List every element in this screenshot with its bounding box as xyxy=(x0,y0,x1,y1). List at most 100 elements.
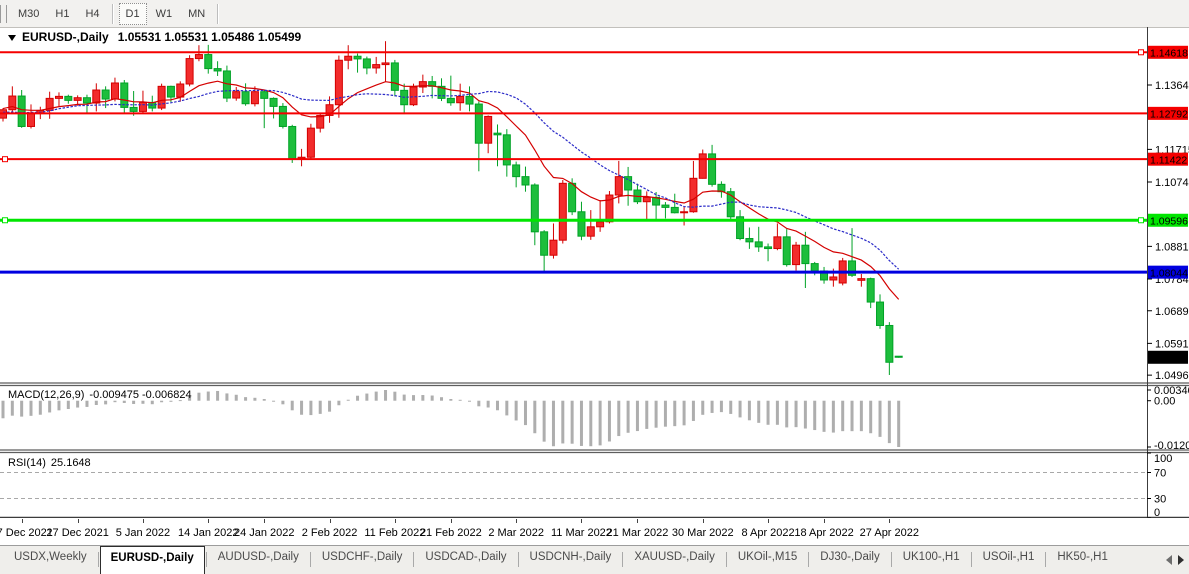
toolbar-grip[interactable] xyxy=(0,4,7,23)
chart-dropdown-icon[interactable] xyxy=(8,34,16,41)
tab-hk50-h1[interactable]: HK50-,H1 xyxy=(1057,551,1108,563)
date-tick xyxy=(637,519,639,523)
rsi-line xyxy=(3,478,899,503)
timeframe-button-mn[interactable]: MN xyxy=(181,3,212,25)
svg-text:1.08815: 1.08815 xyxy=(1155,241,1189,253)
horizontal-lines[interactable] xyxy=(0,49,1147,274)
date-tick xyxy=(768,519,770,523)
tab-usdcnh-daily[interactable]: USDCNH-,Daily xyxy=(529,551,612,563)
svg-text:1.08044: 1.08044 xyxy=(1150,267,1188,279)
date-tick xyxy=(581,519,583,523)
tab-eurusd-daily[interactable]: EURUSD-,Daily xyxy=(99,546,205,574)
date-label: 14 Jan 2022 xyxy=(177,527,239,539)
tab-scroll-left-icon[interactable] xyxy=(1166,555,1172,565)
date-label: 18 Apr 2022 xyxy=(794,527,854,539)
toolbar-separator xyxy=(111,3,114,24)
svg-text:1.05499: 1.05499 xyxy=(1150,352,1188,364)
timeframe-button-h1[interactable]: H1 xyxy=(48,3,76,25)
tab-usoil-h1[interactable]: USOil-,H1 xyxy=(982,551,1035,563)
svg-text:-0.012058: -0.012058 xyxy=(1154,440,1189,452)
date-tick xyxy=(142,519,144,523)
macd-signal-line xyxy=(3,396,899,440)
tab-separator xyxy=(413,552,415,567)
timeframe-toolbar: M30 H1 H4 D1 W1 MN xyxy=(0,0,1189,28)
chart-canvas[interactable]: 1.136401.117151.107401.088151.078401.068… xyxy=(0,27,1189,518)
tab-separator xyxy=(309,552,311,567)
svg-text:0.003408: 0.003408 xyxy=(1154,385,1189,397)
tab-dj30-daily[interactable]: DJ30-,Daily xyxy=(820,551,880,563)
tab-separator xyxy=(622,552,624,567)
date-tick xyxy=(516,519,518,523)
tab-scroll-arrows xyxy=(1166,555,1184,565)
rsi-value: 25.1648 xyxy=(50,457,91,469)
date-label: 24 Jan 2022 xyxy=(233,527,295,539)
date-tick xyxy=(889,519,891,523)
svg-text:1.04965: 1.04965 xyxy=(1155,370,1189,382)
timeframe-button-m30[interactable]: M30 xyxy=(11,3,46,25)
tab-separator xyxy=(517,552,519,567)
tab-ukoil-m15[interactable]: UKOil-,M15 xyxy=(737,551,798,563)
timeframe-button-d1[interactable]: D1 xyxy=(118,2,147,25)
date-label: 11 Mar 2022 xyxy=(550,527,612,539)
chart-tab-strip: USDX,Weekly EURUSD-,Daily AUDUSD-,Daily USD… xyxy=(0,545,1189,574)
candlestick-series xyxy=(0,41,903,503)
date-label: 27 Dec 2021 xyxy=(46,527,109,539)
macd-pane xyxy=(1,390,901,447)
macd-indicator-label: MACD(12,26,9) -0.009475 -0.006824 xyxy=(8,389,192,401)
ma-slow-line xyxy=(2,89,900,270)
date-tick xyxy=(329,519,331,523)
tab-uk100-h1[interactable]: UK100-,H1 xyxy=(902,551,960,563)
tab-usdcad-daily[interactable]: USDCAD-,Daily xyxy=(425,551,507,563)
date-label: 8 Apr 2022 xyxy=(741,527,795,539)
svg-text:1.10740: 1.10740 xyxy=(1155,177,1189,189)
date-label: 2 Mar 2022 xyxy=(488,527,544,539)
svg-text:1.06890: 1.06890 xyxy=(1155,306,1189,318)
svg-text:100: 100 xyxy=(1154,453,1172,465)
tab-separator xyxy=(1045,552,1047,567)
macd-values: -0.009475 -0.006824 xyxy=(89,389,192,401)
tab-usdchf-daily[interactable]: USDCHF-,Daily xyxy=(321,551,403,563)
svg-text:0.00: 0.00 xyxy=(1154,396,1175,408)
timeframe-button-h4[interactable]: H4 xyxy=(78,3,106,25)
date-tick xyxy=(77,519,79,523)
date-label: 17 Dec 2021 xyxy=(0,527,53,539)
svg-text:30: 30 xyxy=(1154,494,1166,506)
tab-separator xyxy=(970,552,972,567)
tab-scroll-right-icon[interactable] xyxy=(1178,555,1184,565)
svg-text:1.14618: 1.14618 xyxy=(1150,47,1188,59)
tab-separator xyxy=(205,552,207,567)
svg-text:1.13640: 1.13640 xyxy=(1155,80,1189,92)
date-tick xyxy=(394,519,396,523)
chart-symbol-period: EURUSD-,Daily xyxy=(22,30,109,44)
rsi-name: RSI(14) xyxy=(8,457,46,469)
svg-text:70: 70 xyxy=(1154,468,1166,480)
tab-audusd-daily[interactable]: AUDUSD-,Daily xyxy=(217,551,299,563)
tab-usdx-weekly[interactable]: USDX,Weekly xyxy=(14,551,87,563)
date-tick xyxy=(264,519,266,523)
tab-xauusd-daily[interactable]: XAUUSD-,Daily xyxy=(634,551,715,563)
rsi-indicator-label: RSI(14) 25.1648 xyxy=(8,457,91,469)
svg-text:0: 0 xyxy=(1154,507,1160,518)
date-tick xyxy=(824,519,826,523)
chart-tabs: USDX,Weekly EURUSD-,Daily AUDUSD-,Daily USD… xyxy=(0,546,1189,574)
timeframe-button-w1[interactable]: W1 xyxy=(149,3,180,25)
macd-name: MACD(12,26,9) xyxy=(8,389,85,401)
date-label: 30 Mar 2022 xyxy=(671,527,734,539)
date-tick xyxy=(21,519,23,523)
svg-text:1.11422: 1.11422 xyxy=(1150,154,1187,166)
date-label: 21 Feb 2022 xyxy=(419,527,482,539)
svg-text:1.09596: 1.09596 xyxy=(1150,215,1188,227)
date-tick xyxy=(450,519,452,523)
date-label: 11 Feb 2022 xyxy=(364,527,426,539)
ma-fast-line xyxy=(2,80,900,300)
date-label: 2 Feb 2022 xyxy=(301,527,358,539)
price-axis[interactable]: 1.136401.117151.107401.088151.078401.068… xyxy=(1147,45,1189,518)
chart-ohlc-readout: 1.05531 1.05531 1.05486 1.05499 xyxy=(117,30,302,44)
date-label: 21 Mar 2022 xyxy=(606,527,669,539)
chart-title: EURUSD-,Daily 1.05531 1.05531 1.05486 1.0… xyxy=(8,30,301,44)
svg-text:1.12792: 1.12792 xyxy=(1150,109,1188,121)
tab-separator xyxy=(808,552,810,567)
date-label: 5 Jan 2022 xyxy=(115,527,171,539)
